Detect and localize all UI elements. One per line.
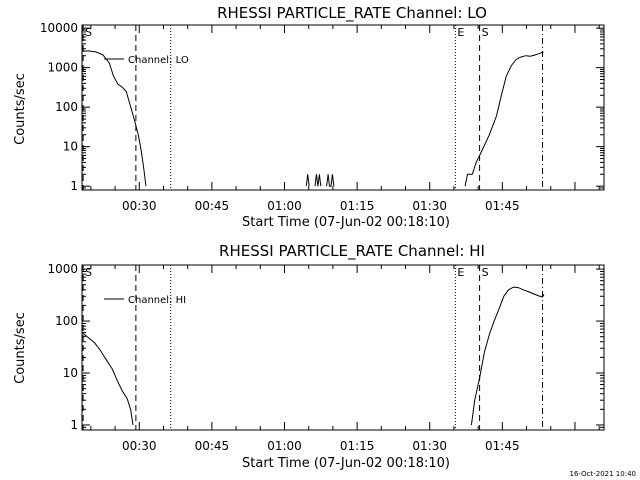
y-axis-label-hi: Counts/sec [13,312,28,384]
x-tick-label: 01:45 [485,199,520,213]
x-tick-label: 00:45 [195,439,230,453]
x-tick-label: 00:30 [122,199,157,213]
y-tick-label: 10 [63,366,78,380]
series-line [464,51,544,187]
panel-hi-channel: RHESSI PARTICLE_RATE Channel: HI Start T… [13,242,605,471]
panel-lo-channel: RHESSI PARTICLE_RATE Channel: LO Start T… [13,4,605,230]
x-tick-label: 01:00 [267,199,302,213]
marker-label: S [85,26,92,39]
legend-label-lo: Channel: LO [128,55,189,66]
y-tick-label: 100 [55,314,78,328]
x-tick-label: 01:00 [267,439,302,453]
series-line [314,174,322,187]
series-line [470,286,545,426]
x-tick-label: 01:45 [485,439,520,453]
marker-label: E [457,266,464,279]
y-tick-label: 1 [70,418,78,432]
y-tick-label: 1000 [47,262,78,276]
x-tick-label: 01:15 [340,199,375,213]
y-tick-label: 1 [70,179,78,193]
x-tick-label: 01:15 [340,439,375,453]
marker-label: E [457,26,464,39]
series-line [82,50,147,187]
series-line [305,174,310,187]
legend-label-hi: Channel: HI [128,295,186,306]
y-tick-label: 100 [55,100,78,114]
series-line [326,174,335,187]
y-tick-label: 10000 [40,21,78,35]
x-tick-label: 00:30 [122,439,157,453]
x-axis-label-hi: Start Time (07-Jun-02 00:18:10) [242,456,450,471]
x-axis-label-lo: Start Time (07-Jun-02 00:18:10) [242,215,450,230]
marker-label: S [85,266,92,279]
x-tick-label: 01:30 [412,199,447,213]
y-tick-label: 1000 [47,61,78,75]
y-axis-label-lo: Counts/sec [13,73,28,145]
plot-area-lo: 1 10 100 1000 10000 00:30 00:45 01:00 01:15 01:30… [40,21,605,213]
plot-frame [81,264,605,431]
marker-label: S [482,26,489,39]
chart-title-lo: RHESSI PARTICLE_RATE Channel: LO [217,4,487,23]
plot-area-hi: 1 10 100 1000 00:30 00:45 01:00 01:15 01:30 01:45… [47,262,605,453]
x-tick-label: 00:45 [195,199,230,213]
series-line [81,332,134,426]
footer-timestamp: 16-Oct-2021 10:40 [570,470,636,478]
marker-label: S [482,266,489,279]
chart-title-hi: RHESSI PARTICLE_RATE Channel: HI [219,242,485,261]
x-tick-label: 01:30 [412,439,447,453]
y-tick-label: 10 [63,140,78,154]
